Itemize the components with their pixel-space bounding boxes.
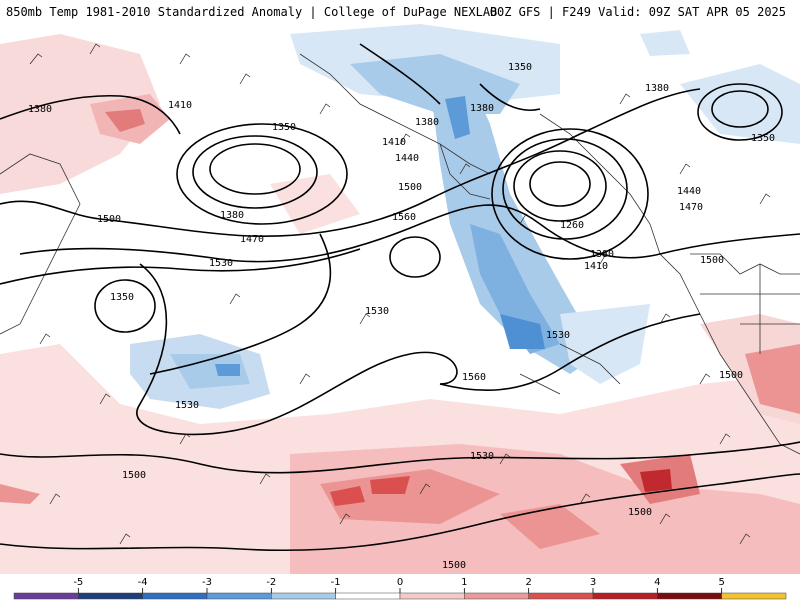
contour-label: 1500 xyxy=(442,560,466,571)
contour-label: 1350 xyxy=(272,122,296,133)
legend-swatch xyxy=(721,592,787,600)
legend-tick: -3 xyxy=(202,577,212,588)
legend-tick: 1 xyxy=(461,577,467,588)
color-scale-bar: -5 -4 -3 -2 -1 0 1 2 3 4 5 xyxy=(13,577,787,600)
contour-label: 1380 xyxy=(470,103,494,114)
contour-label: 1380 xyxy=(590,249,614,260)
contour-label: 1500 xyxy=(700,255,724,266)
legend-swatch xyxy=(78,592,143,600)
legend-swatch xyxy=(592,592,658,600)
contour-label: 1440 xyxy=(677,186,701,197)
contour-label: 1530 xyxy=(365,306,389,317)
legend-swatch xyxy=(399,592,465,600)
legend-tick: 0 xyxy=(397,577,403,588)
contour-label: 1500 xyxy=(628,507,652,518)
legend-tick: -1 xyxy=(331,577,341,588)
contour-label: 1410 xyxy=(168,100,192,111)
height-contours xyxy=(0,43,800,552)
contour-label: 1500 xyxy=(719,370,743,381)
contour-label: 1500 xyxy=(122,470,146,481)
wind-barbs xyxy=(29,43,771,545)
legend-swatch xyxy=(271,592,336,600)
contour-label: 1380 xyxy=(645,83,669,94)
contour-label-group: 1380 1410 1350 1380 1410 1440 1500 1560 … xyxy=(28,62,775,571)
coastlines xyxy=(0,53,800,455)
legend-swatch xyxy=(206,592,272,600)
contour-label: 1500 xyxy=(97,214,121,225)
contour-label: 1350 xyxy=(110,292,134,303)
contour-label: 1470 xyxy=(240,234,264,245)
map-canvas: 1380 1410 1350 1380 1410 1440 1500 1560 … xyxy=(0,24,800,576)
legend-tick: -2 xyxy=(266,577,276,588)
contour-label: 1500 xyxy=(398,182,422,193)
legend-tick: 3 xyxy=(590,577,596,588)
map-title: 850mb Temp 1981-2010 Standardized Anomal… xyxy=(6,5,498,19)
contour-label: 1470 xyxy=(679,202,703,213)
contour-label: 1530 xyxy=(209,258,233,269)
warm-anomaly-shading xyxy=(0,34,800,576)
contour-label: 1530 xyxy=(470,451,494,462)
contour-label: 1560 xyxy=(392,212,416,223)
contour-label: 1560 xyxy=(462,372,486,383)
legend-swatch xyxy=(142,592,208,600)
model-run-info: 00Z GFS | F249 Valid: 09Z SAT APR 05 202… xyxy=(489,5,786,19)
contour-label: 1440 xyxy=(395,153,419,164)
legend-tick: 4 xyxy=(654,577,660,588)
legend-tick: -4 xyxy=(138,577,148,588)
legend-tick: 5 xyxy=(718,577,724,588)
legend-swatch xyxy=(528,592,594,600)
legend-swatch xyxy=(464,592,529,600)
contour-label: 1530 xyxy=(546,330,570,341)
contour-label: 1410 xyxy=(584,261,608,272)
legend-tick: -5 xyxy=(73,577,83,588)
weather-map[interactable]: 1380 1410 1350 1380 1410 1440 1500 1560 … xyxy=(0,24,800,576)
legend-swatch xyxy=(657,592,722,600)
contour-label: 1380 xyxy=(28,104,52,115)
contour-label: 1410 xyxy=(382,137,406,148)
contour-label: 1260 xyxy=(560,220,584,231)
legend-swatch xyxy=(13,592,79,600)
contour-label: 1380 xyxy=(415,117,439,128)
color-scale-legend: -5 -4 -3 -2 -1 0 1 2 3 4 5 xyxy=(0,574,800,600)
contour-label: 1380 xyxy=(220,210,244,221)
contour-label: 1350 xyxy=(751,133,775,144)
cool-anomaly-shading xyxy=(130,24,800,409)
map-header: 850mb Temp 1981-2010 Standardized Anomal… xyxy=(0,0,800,24)
contour-label: 1350 xyxy=(508,62,532,73)
legend-tick: 2 xyxy=(525,577,531,588)
contour-label: 1530 xyxy=(175,400,199,411)
legend-swatch xyxy=(335,592,401,600)
